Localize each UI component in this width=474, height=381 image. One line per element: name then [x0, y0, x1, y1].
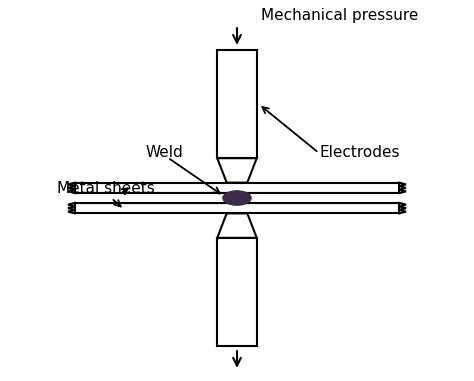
Text: Weld: Weld: [145, 146, 183, 160]
Bar: [217, 238, 257, 346]
Text: Electrodes: Electrodes: [319, 146, 400, 160]
Bar: [68, 193, 406, 203]
Polygon shape: [217, 213, 257, 238]
Polygon shape: [217, 158, 257, 182]
Bar: [217, 50, 257, 158]
Ellipse shape: [223, 191, 251, 205]
Text: Metal sheets: Metal sheets: [57, 181, 155, 196]
Text: Mechanical pressure: Mechanical pressure: [261, 8, 419, 23]
Polygon shape: [75, 182, 399, 193]
Polygon shape: [75, 203, 399, 213]
